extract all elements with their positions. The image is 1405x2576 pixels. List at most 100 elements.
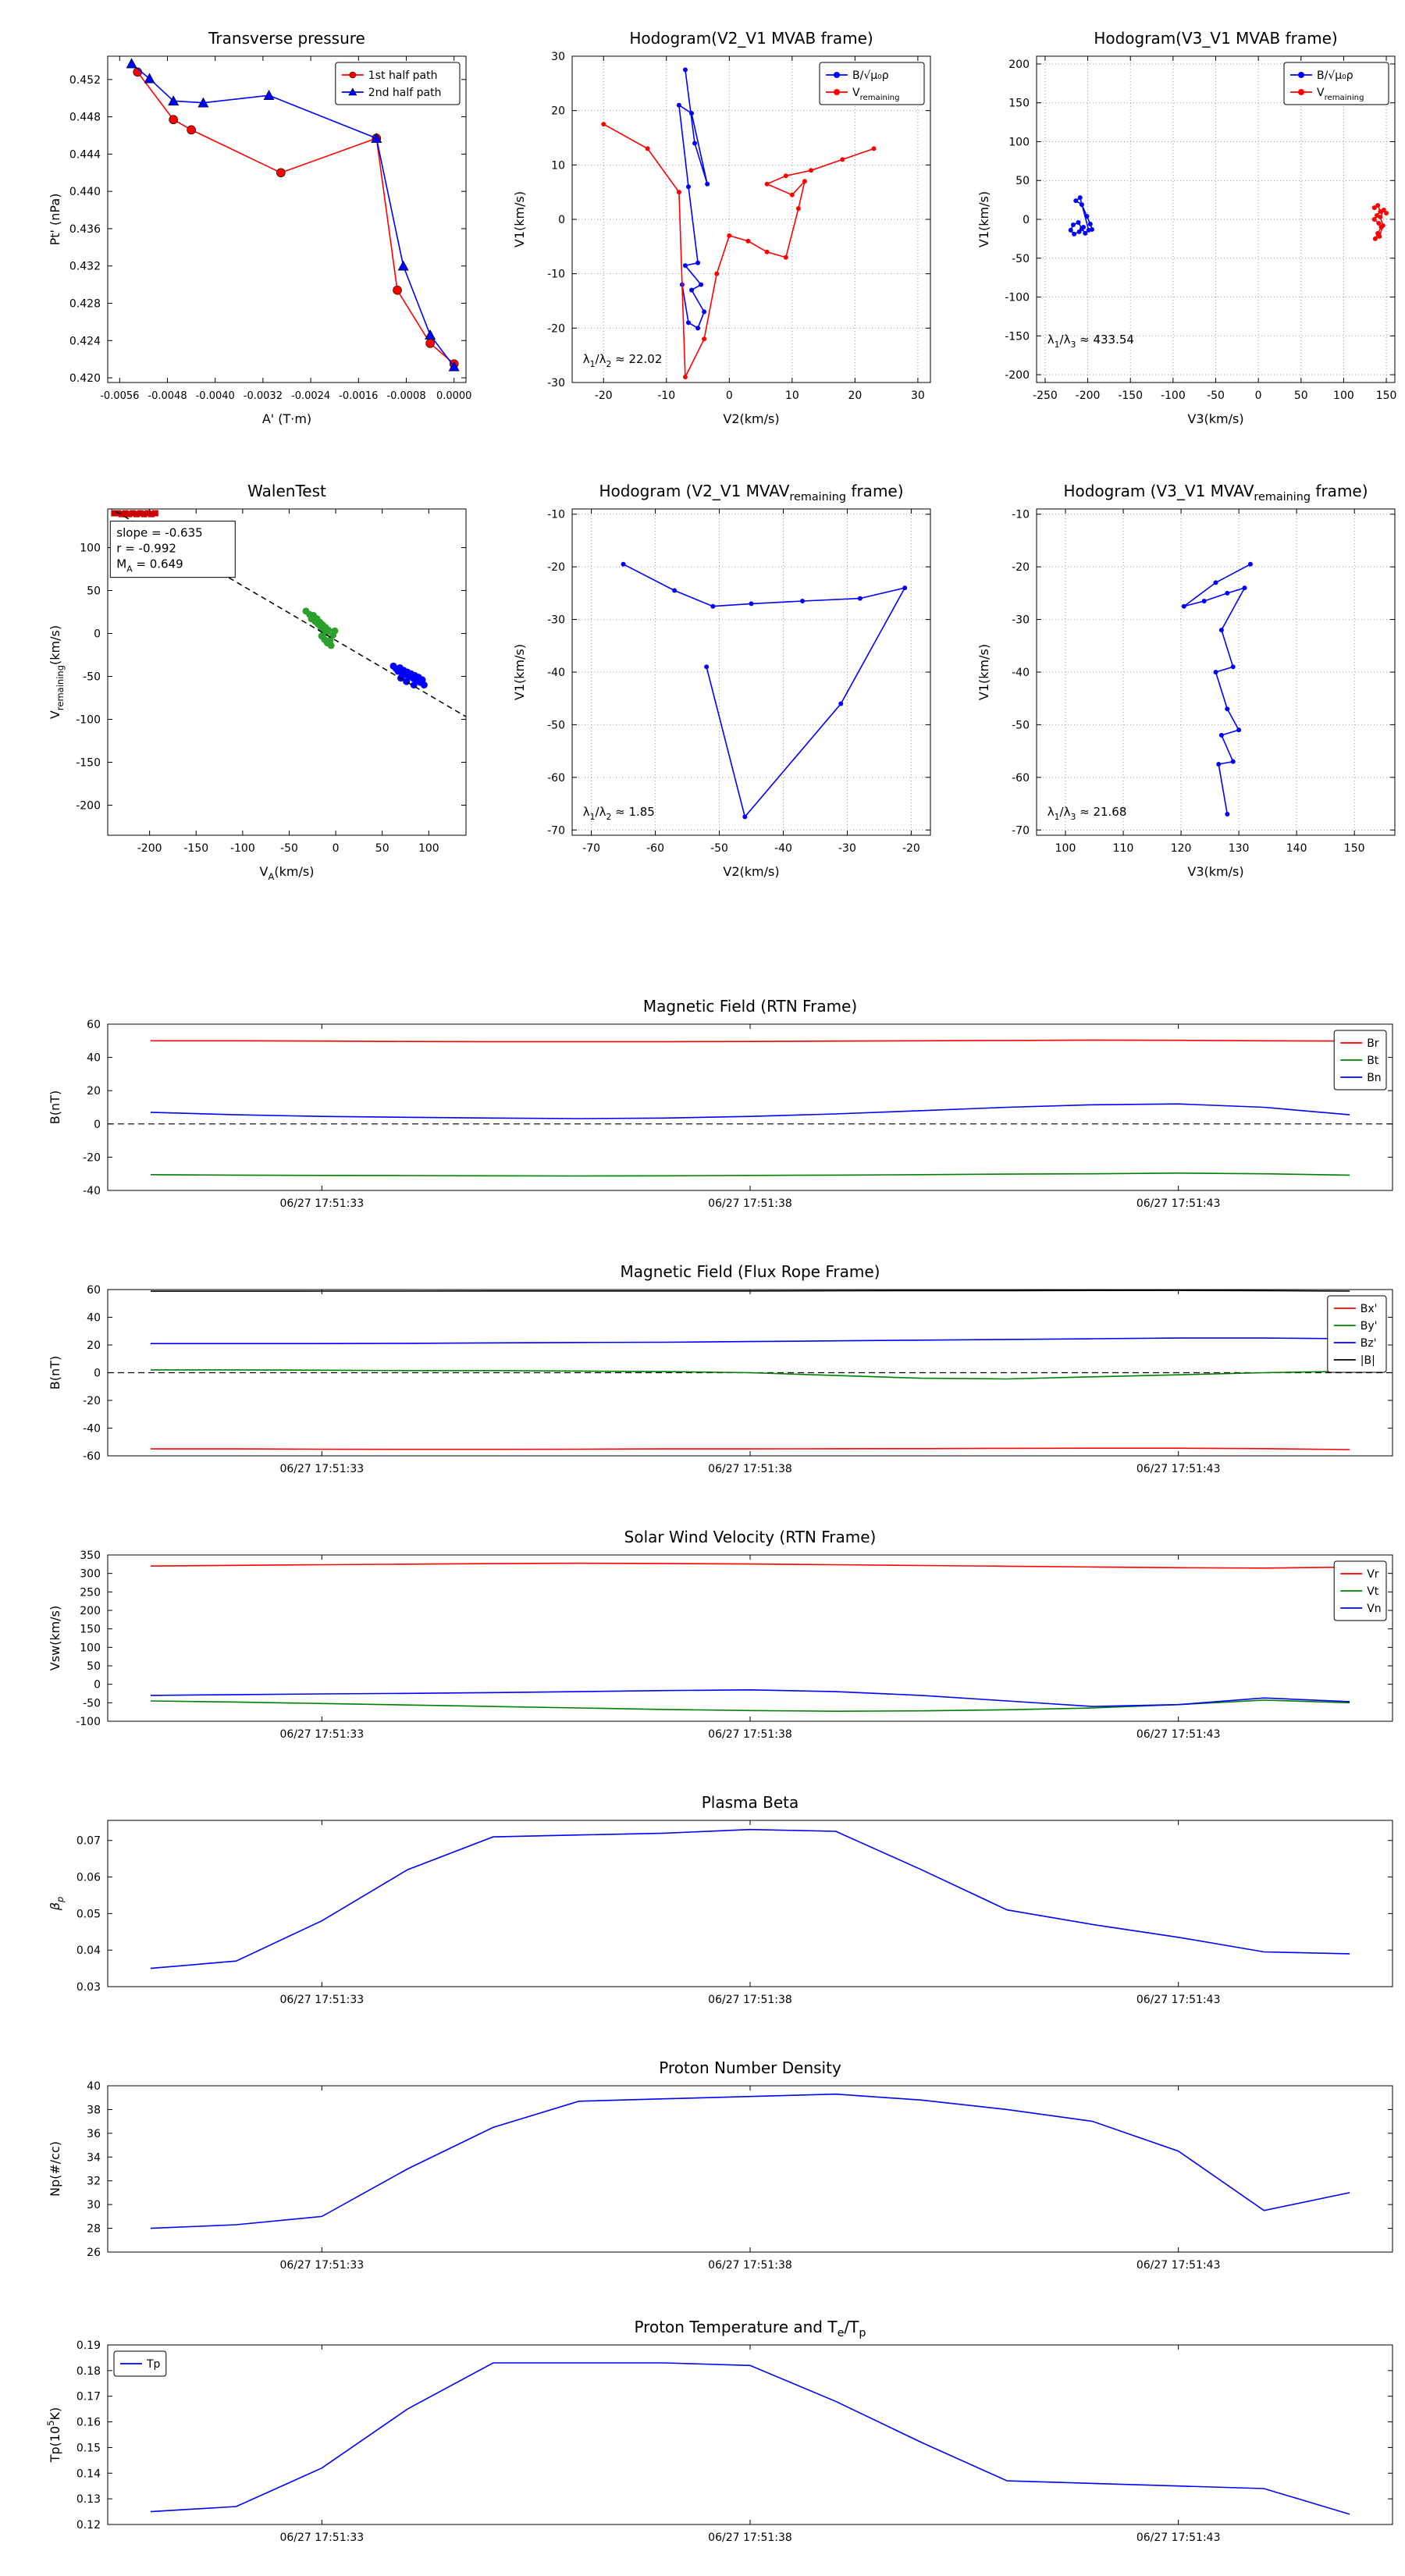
svg-text:-50: -50 [1012, 253, 1030, 265]
svg-text:Proton Temperature and Te/Tp: Proton Temperature and Te/Tp [634, 2318, 866, 2339]
svg-text:-40: -40 [774, 842, 792, 855]
svg-text:200: 200 [1008, 59, 1030, 71]
chart-proton-number-density: 06/27 17:51:33 06/27 17:51:38 06/27 17:51:… [30, 2051, 1405, 2290]
svg-text:0: 0 [726, 390, 733, 402]
svg-text:36: 36 [87, 2128, 101, 2140]
svg-text:-150: -150 [76, 757, 101, 770]
svg-text:0.18: 0.18 [76, 2365, 101, 2378]
svg-text:20: 20 [87, 1085, 101, 1098]
svg-text:Solar Wind Velocity (RTN Frame: Solar Wind Velocity (RTN Frame) [624, 1528, 877, 1546]
svg-text:V1(km/s): V1(km/s) [512, 191, 527, 247]
svg-text:100: 100 [80, 1642, 101, 1654]
svg-text:-50: -50 [547, 719, 565, 731]
svg-text:-20: -20 [83, 1151, 101, 1164]
svg-text:06/27 17:51:38: 06/27 17:51:38 [708, 1994, 792, 2006]
svg-text:V3(km/s): V3(km/s) [1187, 411, 1243, 426]
chart-hodogram-v3v1-mvab: -250 -200 -150 -100 -50 0 50 100 150 -200 -150 -100… [959, 22, 1405, 437]
chart-transverse-pressure: -0.0056 -0.0048 -0.0040 -0.0032 -0.0024 -0.00… [30, 22, 478, 437]
svg-text:30: 30 [551, 51, 565, 63]
svg-text:150: 150 [80, 1624, 101, 1636]
svg-text:Magnetic Field (RTN Frame): Magnetic Field (RTN Frame) [643, 997, 857, 1016]
svg-text:10: 10 [785, 390, 799, 402]
svg-text:06/27 17:51:33: 06/27 17:51:33 [279, 2259, 364, 2272]
svg-text:20: 20 [87, 1340, 101, 1352]
svg-text:Np(#/cc): Np(#/cc) [48, 2141, 62, 2197]
svg-text:130: 130 [1229, 842, 1250, 855]
svg-text:0.16: 0.16 [76, 2417, 101, 2429]
chart-magnetic-field-flux-rope: 06/27 17:51:33 06/27 17:51:38 06/27 17:51:… [30, 1255, 1405, 1493]
svg-text:2nd half path: 2nd half path [368, 87, 442, 99]
svg-text:MA = 0.649: MA = 0.649 [116, 557, 183, 575]
svg-text:V1(km/s): V1(km/s) [512, 644, 527, 700]
svg-text:06/27 17:51:38: 06/27 17:51:38 [708, 2532, 792, 2544]
svg-text:Hodogram(V3_V1 MVAB frame): Hodogram(V3_V1 MVAB frame) [1094, 29, 1337, 48]
svg-text:-20: -20 [595, 390, 613, 402]
svg-text:-100: -100 [1161, 390, 1186, 402]
svg-text:50: 50 [87, 585, 101, 598]
svg-text:06/27 17:51:43: 06/27 17:51:43 [1136, 1728, 1221, 1741]
svg-text:-0.0040: -0.0040 [196, 390, 235, 402]
chart-hodogram-v2v1-mvab: -20 -10 0 10 20 30 -30 -20 -10 0 10 20 30 Hodogram(V2… [494, 22, 943, 437]
svg-text:0.436: 0.436 [69, 223, 101, 236]
svg-text:-40: -40 [547, 667, 565, 679]
chart-proton-temperature: 06/27 17:51:33 06/27 17:51:38 06/27 17:51:… [30, 2311, 1405, 2562]
svg-text:0.420: 0.420 [69, 372, 101, 385]
svg-text:-50: -50 [280, 842, 298, 855]
svg-text:20: 20 [848, 390, 862, 402]
svg-text:Hodogram (V2_V1 MVAVremaining: Hodogram (V2_V1 MVAVremaining frame) [599, 482, 903, 503]
svg-text:-20: -20 [547, 561, 565, 574]
svg-text:-10: -10 [547, 269, 565, 281]
svg-text:0.04: 0.04 [76, 1944, 101, 1957]
chart-svg-transverse-pressure: -0.0056 -0.0048 -0.0040 -0.0032 -0.0024 -0.00… [48, 29, 471, 426]
svg-text:0.424: 0.424 [69, 335, 101, 347]
svg-text:28: 28 [87, 2223, 101, 2236]
svg-text:Magnetic Field (Flux Rope Fram: Magnetic Field (Flux Rope Frame) [621, 1262, 880, 1281]
svg-text:Hodogram(V2_V1 MVAB frame): Hodogram(V2_V1 MVAB frame) [629, 29, 873, 48]
svg-text:-250: -250 [1033, 390, 1058, 402]
svg-text:Bx': Bx' [1361, 1303, 1378, 1315]
svg-text:-0.0048: -0.0048 [148, 390, 187, 402]
svg-text:0: 0 [94, 1119, 101, 1131]
svg-text:-30: -30 [547, 377, 565, 390]
svg-text:Vremaining: Vremaining [852, 87, 899, 102]
svg-text:150: 150 [1008, 98, 1030, 110]
svg-text:-30: -30 [547, 614, 565, 627]
svg-text:A' (T·m): A' (T·m) [262, 411, 311, 426]
svg-text:Tp: Tp [146, 2358, 161, 2371]
svg-text:06/27 17:51:33: 06/27 17:51:33 [279, 1197, 364, 1210]
svg-text:50: 50 [87, 1660, 101, 1673]
svg-text:0: 0 [1255, 390, 1262, 402]
chart-svg-walen-test: -200 -150 -100 -50 0 50 100 -200 -150 -100 -50 0 50 1… [48, 482, 467, 882]
svg-text:λ1/λ3 ≈ 433.54: λ1/λ3 ≈ 433.54 [1048, 333, 1134, 350]
svg-text:-100: -100 [230, 842, 255, 855]
chart-magnetic-field-rtn: 06/27 17:51:33 06/27 17:51:38 06/27 17:51:… [30, 990, 1405, 1228]
svg-text:-0.0032: -0.0032 [244, 390, 283, 402]
svg-text:100: 100 [1333, 390, 1354, 402]
svg-text:0.444: 0.444 [69, 148, 101, 161]
svg-text:-50: -50 [83, 1697, 101, 1710]
svg-text:Vn: Vn [1367, 1603, 1381, 1615]
svg-text:-10: -10 [547, 509, 565, 521]
svg-text:-100: -100 [76, 1716, 101, 1728]
svg-text:0.19: 0.19 [76, 2339, 101, 2352]
svg-text:0: 0 [1023, 214, 1030, 226]
svg-text:-20: -20 [83, 1395, 101, 1407]
svg-text:Hodogram (V3_V1 MVAVremaining: Hodogram (V3_V1 MVAVremaining frame) [1063, 482, 1368, 503]
svg-text:0.448: 0.448 [69, 112, 101, 124]
svg-text:0.06: 0.06 [76, 1872, 101, 1884]
svg-text:0.452: 0.452 [69, 74, 101, 87]
svg-text:Vt: Vt [1367, 1585, 1379, 1598]
svg-text:06/27 17:51:38: 06/27 17:51:38 [708, 1728, 792, 1741]
svg-text:-0.0024: -0.0024 [291, 390, 330, 402]
svg-text:200: 200 [80, 1605, 101, 1617]
svg-text:-200: -200 [76, 800, 101, 813]
svg-text:110: 110 [1113, 842, 1134, 855]
svg-text:06/27 17:51:33: 06/27 17:51:33 [279, 2532, 364, 2544]
svg-text:0: 0 [558, 214, 565, 226]
svg-text:06/27 17:51:33: 06/27 17:51:33 [279, 1994, 364, 2006]
svg-text:V2(km/s): V2(km/s) [723, 864, 779, 879]
svg-text:60: 60 [87, 1019, 101, 1031]
svg-text:0.03: 0.03 [76, 1981, 101, 1994]
svg-text:0: 0 [94, 628, 101, 641]
svg-text:06/27 17:51:38: 06/27 17:51:38 [708, 1463, 792, 1475]
